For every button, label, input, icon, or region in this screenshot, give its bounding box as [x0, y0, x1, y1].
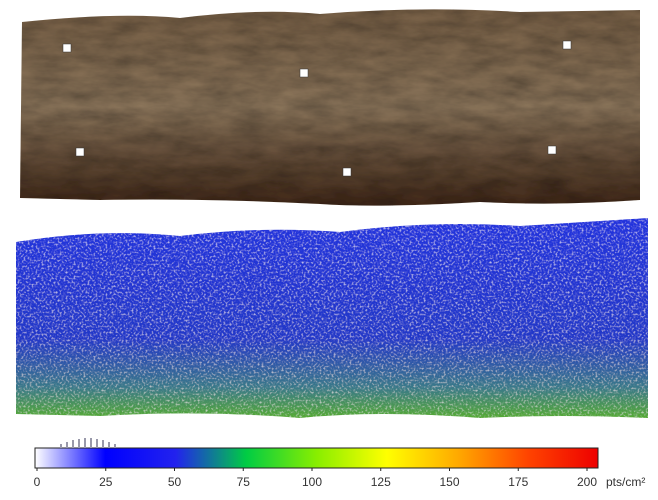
- tick-label: 0: [34, 475, 41, 489]
- tick-label: 25: [99, 475, 113, 489]
- tick-label: 75: [237, 475, 251, 489]
- tick-label: 175: [508, 475, 528, 489]
- tick-label: 100: [302, 475, 322, 489]
- density-map: [16, 218, 648, 418]
- colorbar: pts/cm² 0 25 50 75 100 125 150 175 200: [34, 438, 646, 489]
- colorbar-gradient: [35, 448, 598, 468]
- photo: [20, 9, 640, 205]
- tick-label: 50: [168, 475, 182, 489]
- colorbar-unit: pts/cm²: [606, 475, 645, 489]
- histogram: [60, 438, 116, 448]
- tick-label: 200: [577, 475, 597, 489]
- tick-label: 150: [439, 475, 459, 489]
- tick-label: 125: [371, 475, 391, 489]
- figure: pts/cm² 0 25 50 75 100 125 150 175 200: [0, 0, 658, 495]
